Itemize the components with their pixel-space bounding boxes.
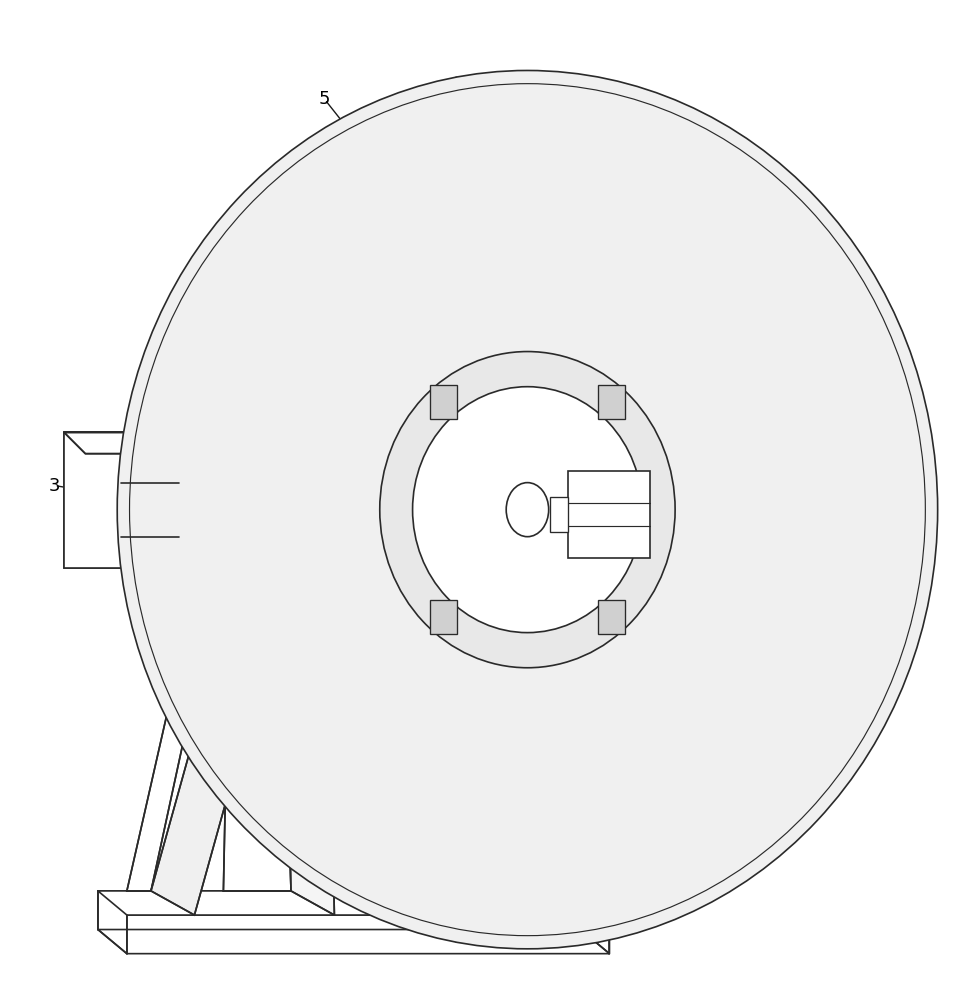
Polygon shape: [98, 930, 610, 954]
Polygon shape: [98, 891, 610, 915]
Bar: [598, 600, 625, 634]
Text: 6: 6: [551, 90, 562, 108]
Ellipse shape: [506, 483, 549, 537]
Text: 4: 4: [835, 332, 847, 350]
Polygon shape: [224, 432, 245, 589]
Bar: [64, 432, 224, 568]
Text: 3: 3: [48, 477, 60, 495]
Text: 5: 5: [319, 90, 330, 108]
Text: 2: 2: [609, 814, 620, 832]
Polygon shape: [64, 432, 224, 568]
Ellipse shape: [379, 352, 675, 668]
Ellipse shape: [166, 164, 773, 836]
Polygon shape: [64, 432, 245, 454]
Polygon shape: [233, 423, 324, 447]
Polygon shape: [282, 423, 334, 915]
Ellipse shape: [412, 387, 643, 633]
Text: 14: 14: [839, 534, 862, 552]
Polygon shape: [127, 423, 253, 891]
Bar: [550, 497, 567, 532]
Text: 1: 1: [136, 621, 147, 639]
Ellipse shape: [117, 70, 938, 949]
Ellipse shape: [130, 84, 925, 936]
Polygon shape: [224, 423, 291, 891]
Bar: [430, 385, 457, 419]
Bar: [567, 471, 650, 558]
Ellipse shape: [146, 143, 793, 857]
Bar: [430, 600, 457, 634]
Bar: [598, 385, 625, 419]
Polygon shape: [151, 423, 324, 915]
